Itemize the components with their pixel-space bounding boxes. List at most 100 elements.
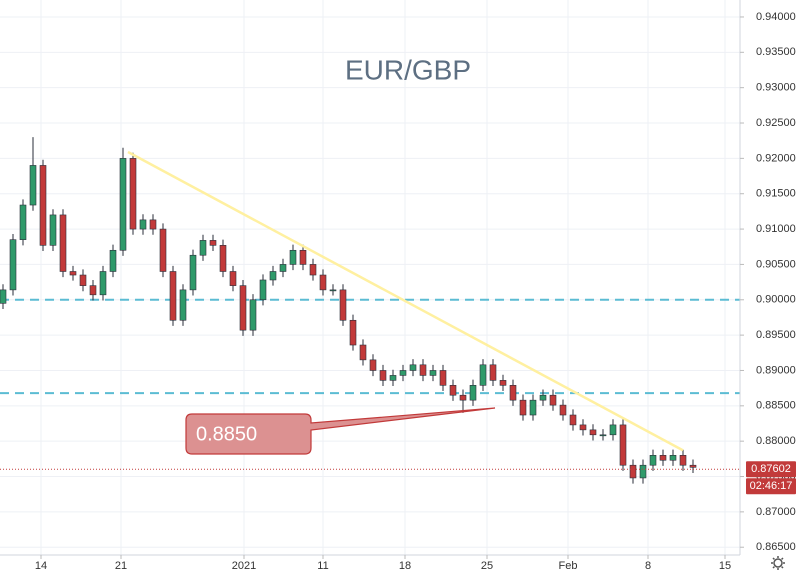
plot [0, 137, 740, 484]
candle-body [89, 285, 97, 296]
candle-body [469, 385, 477, 401]
y-tick-label: 0.88000 [756, 435, 796, 447]
y-tick-label: 0.94000 [756, 11, 796, 23]
candle-body [439, 370, 447, 386]
candle-body [79, 274, 87, 286]
candle-body [229, 271, 237, 286]
candle-body [119, 158, 127, 251]
trendline [127, 150, 684, 452]
candle-body [449, 385, 457, 396]
candle-body [609, 424, 617, 436]
x-tick-label: 14 [35, 560, 47, 572]
candle-body [219, 245, 227, 272]
y-tick-label: 0.93500 [756, 46, 796, 58]
y-tick-label: 0.93000 [756, 82, 796, 94]
candle-body [409, 364, 417, 371]
y-tick-label: 0.91500 [756, 188, 796, 200]
candle-body [149, 219, 157, 230]
countdown-label: 02:46:17 [750, 480, 793, 492]
settings-icon[interactable] [771, 556, 785, 570]
candle-body [539, 394, 547, 401]
candle-body [99, 271, 107, 296]
candle-body [109, 249, 117, 272]
candle-body [279, 264, 287, 272]
callout [185, 407, 496, 455]
candle-body [359, 344, 367, 361]
candle-body [309, 264, 317, 276]
x-tick-label: 8 [645, 560, 651, 572]
candle-body [489, 364, 497, 381]
candle-body [389, 375, 397, 381]
x-tick-label: 21 [115, 560, 127, 572]
candle-body [659, 455, 667, 461]
candle-body [239, 285, 247, 331]
gear[interactable] [773, 558, 783, 568]
candle-body [429, 370, 437, 376]
candle-body [669, 455, 677, 461]
candle-body [629, 464, 637, 479]
candle-body [179, 289, 187, 321]
candle-body [69, 271, 77, 276]
candle-body [379, 370, 387, 381]
candle-body [549, 394, 557, 406]
candle-body [679, 455, 687, 466]
candle-body [339, 289, 347, 321]
candle-body [529, 399, 537, 416]
candle-body [569, 414, 577, 426]
y-tick-label: 0.89000 [756, 364, 796, 376]
candle-body [189, 254, 197, 291]
candle-body [0, 289, 7, 304]
candle-body [459, 394, 467, 401]
callout-text: 0.8850 [196, 423, 257, 445]
candle-body [619, 424, 627, 466]
y-tick-label: 0.90000 [756, 294, 796, 306]
countdown-tag [746, 478, 796, 495]
candle-body [559, 404, 567, 416]
candle-body [199, 240, 207, 256]
last-price-label: 0.87602 [751, 463, 791, 475]
y-tick-label: 0.88500 [756, 400, 796, 412]
candle-body [169, 271, 177, 321]
candle-body [39, 165, 47, 246]
candle-body [499, 380, 507, 386]
candle-body [329, 289, 337, 292]
x-tick-label: 25 [481, 560, 493, 572]
candle-body [399, 370, 407, 376]
candle-body [639, 464, 647, 479]
y-tick-label: 0.91000 [756, 223, 796, 235]
candle-body [509, 385, 517, 401]
candle-body [369, 359, 377, 371]
candle-body [159, 228, 167, 272]
candle-body [19, 204, 27, 240]
x-tick-label: 18 [399, 560, 411, 572]
candle-body [299, 249, 307, 265]
y-tick-label: 0.89500 [756, 329, 796, 341]
x-tick-label: Feb [559, 560, 578, 572]
candle-body [209, 240, 217, 246]
y-tick-label: 0.86500 [756, 541, 796, 553]
x-tick-label: 2021 [232, 560, 256, 572]
candle-body [49, 214, 57, 246]
gear-teeth[interactable] [771, 556, 785, 570]
y-tick-label: 0.92000 [756, 152, 796, 164]
candle-body [289, 249, 297, 265]
candle-body [519, 399, 527, 416]
y-tick-label: 0.87000 [756, 506, 796, 518]
x-tick-label: 15 [719, 560, 731, 572]
y-tick-label: 0.90500 [756, 258, 796, 270]
candle-body [139, 219, 147, 230]
candle-body [129, 158, 137, 230]
x-tick-label: 11 [317, 560, 328, 572]
candle-body [259, 279, 267, 301]
candle-body [649, 455, 657, 466]
candle-body [579, 424, 587, 431]
candle-body [689, 464, 697, 468]
y-tick-label: 0.92500 [756, 117, 796, 129]
candle-body [589, 429, 597, 436]
candle-body [9, 239, 17, 291]
candle-body [349, 319, 357, 346]
candle-body [419, 364, 427, 376]
